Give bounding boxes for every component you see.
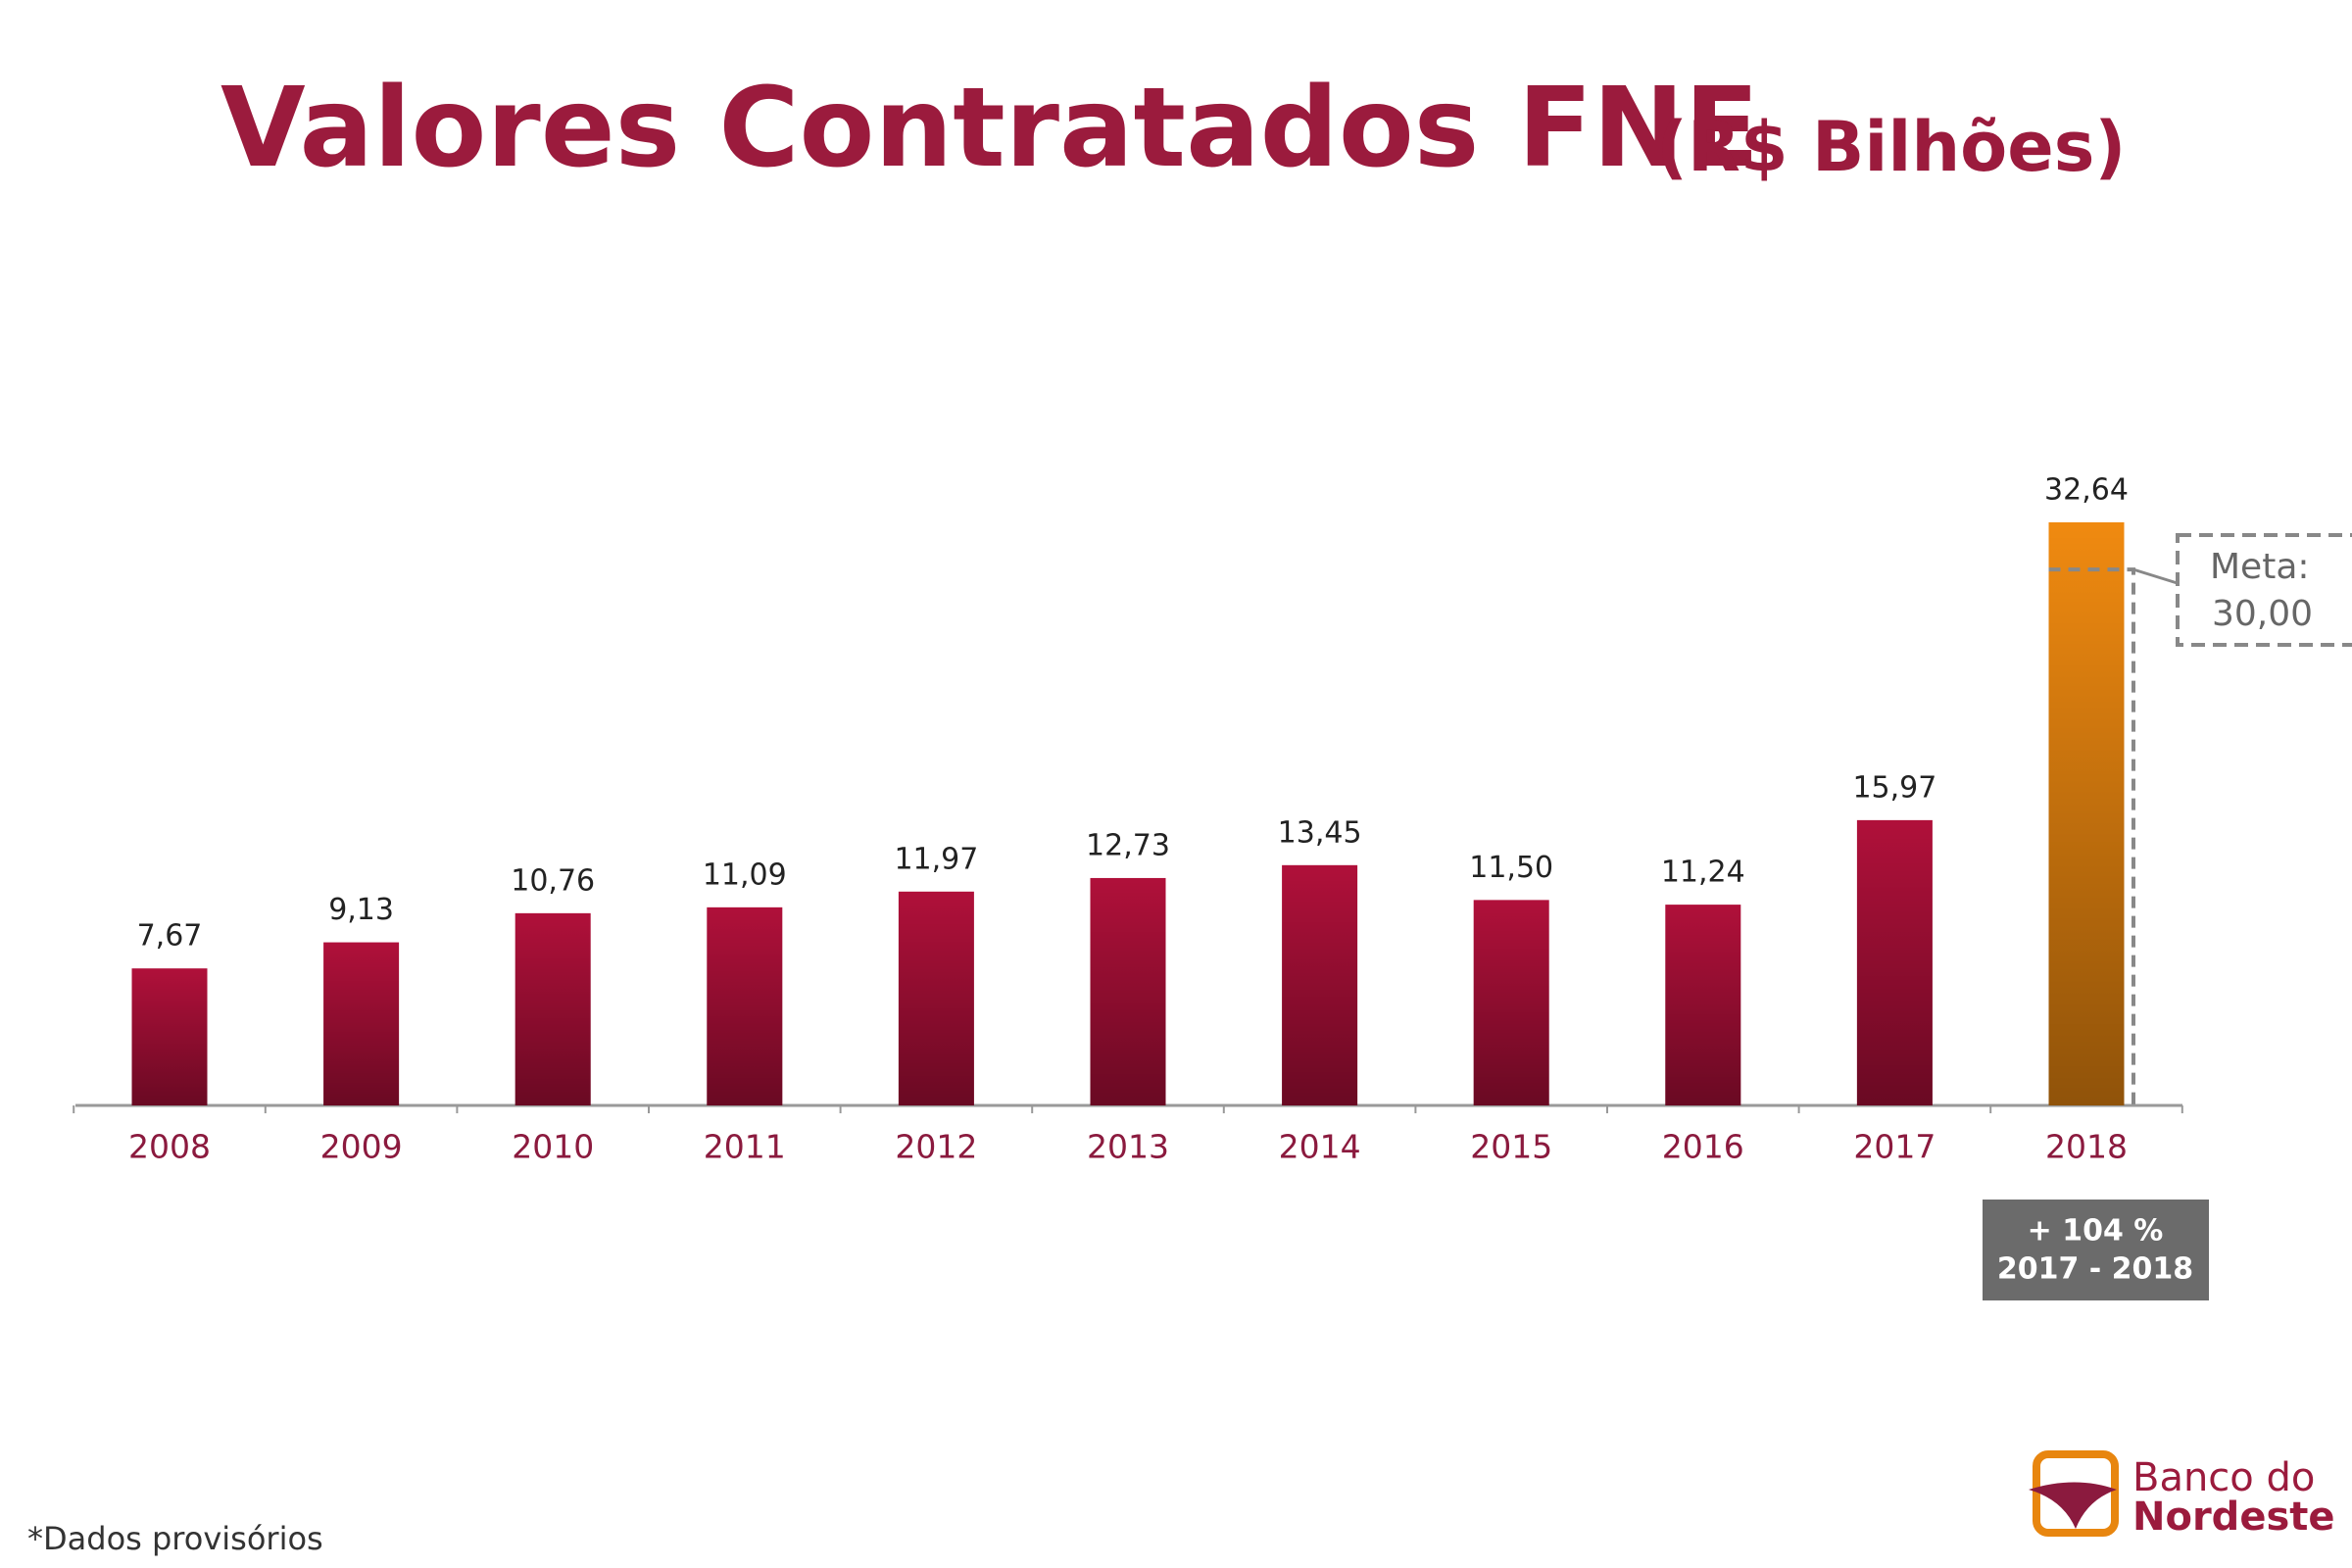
bar-shade: [323, 942, 400, 1105]
annotation-text: 2017 - 2018: [1997, 1252, 2193, 1287]
logo-text: Nordeste: [2132, 1494, 2335, 1540]
bar-shade: [131, 968, 208, 1105]
chart-title: Valores Contratados FNE: [220, 65, 1759, 192]
value-label: 15,97: [1852, 770, 1936, 805]
value-label: 9,13: [328, 893, 394, 927]
x-tick-label: 2012: [895, 1128, 977, 1166]
bar-shade: [2048, 522, 2125, 1105]
logo-frame: [2033, 1450, 2119, 1537]
bar-shade: [1665, 905, 1741, 1105]
x-tick-label: 2009: [320, 1128, 403, 1166]
value-label: 11,97: [894, 842, 978, 876]
annotation-box: [1983, 1200, 2209, 1300]
target-connector: [2132, 567, 2179, 585]
bar-shade: [1856, 819, 1933, 1105]
bar-shade: [1282, 864, 1358, 1105]
bar-shade: [1090, 877, 1166, 1105]
target-box: [2176, 533, 2352, 647]
target-value: 30,00: [2212, 594, 2313, 634]
bar-shade: [514, 912, 591, 1105]
value-label: 12,73: [1086, 828, 1170, 862]
x-tick-label: 2016: [1662, 1128, 1744, 1166]
value-label: 10,76: [511, 863, 595, 898]
annotation-text: + 104 %: [2028, 1214, 2164, 1249]
value-label: 11,50: [1469, 851, 1553, 885]
value-label: 32,64: [2044, 473, 2129, 508]
logo-icon: [2029, 1482, 2117, 1529]
value-label: 7,67: [137, 919, 203, 954]
x-tick-label: 2013: [1087, 1128, 1169, 1166]
logo-text: Banco do: [2132, 1455, 2315, 1500]
value-label: 11,09: [703, 858, 787, 892]
value-label: 13,45: [1278, 815, 1362, 850]
x-tick-label: 2014: [1279, 1128, 1361, 1166]
x-tick-label: 2018: [2045, 1128, 2128, 1166]
x-tick-label: 2008: [128, 1128, 211, 1166]
footnote: *Dados provisórios: [27, 1520, 323, 1557]
bar-shade: [1473, 900, 1549, 1105]
value-label: 11,24: [1661, 856, 1745, 890]
chart-subtitle: (R$ Bilhões): [1656, 107, 2126, 187]
x-tick-label: 2010: [512, 1128, 594, 1166]
logo: Banco do Nordeste: [2029, 1450, 2335, 1540]
bar-shade: [707, 906, 783, 1105]
x-tick-label: 2011: [704, 1128, 786, 1166]
x-tick-label: 2017: [1853, 1128, 1936, 1166]
x-tick-label: 2015: [1470, 1128, 1552, 1166]
target-label: Meta:: [2210, 547, 2310, 587]
bar-shade: [898, 891, 974, 1105]
